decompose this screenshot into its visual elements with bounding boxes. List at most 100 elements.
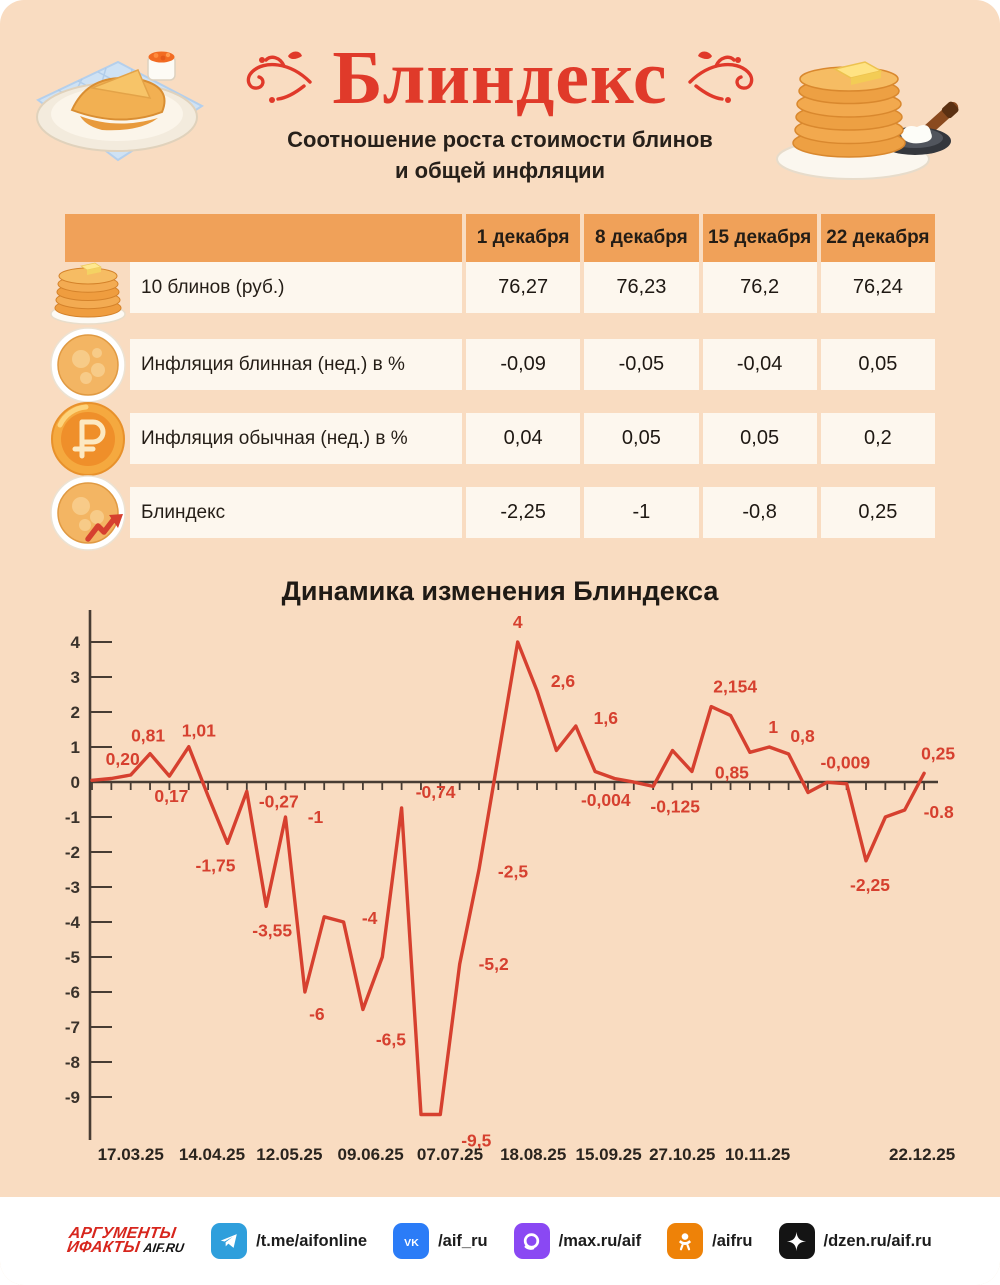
max-icon	[513, 1223, 550, 1259]
column-header: 22 декабря	[820, 214, 935, 262]
chart-point-label: -0,125	[650, 796, 700, 816]
social-link-ok[interactable]: /aifru	[667, 1223, 753, 1259]
cell-value: -0,05	[584, 339, 699, 390]
cell-value: -1	[584, 487, 699, 538]
y-tick-label: -2	[65, 843, 80, 862]
chart-point-label: -6,5	[376, 1030, 406, 1050]
blindex-line	[90, 640, 926, 1117]
chart-point-label: -3,55	[252, 920, 292, 940]
y-tick-label: -3	[65, 878, 80, 897]
chart-point-label: -0,74	[416, 782, 456, 802]
y-tick-label: -4	[65, 913, 81, 932]
x-date-label: 07.07.25	[417, 1145, 483, 1164]
telegram-icon	[211, 1223, 248, 1259]
x-date-label: 17.03.25	[98, 1145, 164, 1164]
table-row: Инфляция блинная (нед.) в % -0,09 -0,05 -0,…	[50, 326, 935, 403]
aif-logo-line2: ИФАКТЫ	[66, 1239, 142, 1256]
page-title: Блиндекс	[332, 36, 668, 120]
chart-point-label: 0,81	[131, 726, 165, 746]
page-subtitle: Соотношение роста стоимости блинов и общ…	[0, 124, 1000, 186]
social-link-vk[interactable]: VK/aif_ru	[393, 1223, 488, 1259]
subtitle-line-2: и общей инфляции	[395, 158, 605, 183]
ok-icon	[667, 1223, 704, 1259]
x-date-label: 15.09.25	[576, 1145, 642, 1164]
x-date-label: 27.10.25	[649, 1145, 715, 1164]
dzen-icon	[778, 1223, 815, 1259]
chart-point-label: -0,004	[581, 790, 631, 810]
chart-point-label: -0,27	[259, 791, 299, 811]
y-tick-label: -7	[65, 1018, 80, 1037]
aif-logo-suffix: AIF.RU	[142, 1241, 186, 1255]
chart-title: Динамика изменения Блиндекса	[281, 576, 719, 607]
cell-value: 76,23	[584, 262, 699, 313]
y-tick-label: 4	[71, 633, 81, 652]
svg-text:VK: VK	[404, 1236, 419, 1248]
cell-value: -0,8	[702, 487, 817, 538]
chart-point-label: -6	[309, 1004, 325, 1024]
social-link-telegram[interactable]: /t.me/aifonline	[211, 1223, 367, 1259]
chart-point-label: 0,8	[790, 726, 815, 746]
chart-point-label: 1,6	[594, 708, 619, 728]
cell-value: 0,05	[820, 339, 935, 390]
cell-value: 0,2	[820, 413, 935, 464]
column-header: 1 декабря	[466, 214, 581, 262]
cell-value: -0,09	[466, 339, 581, 390]
chart-point-label: -4	[362, 908, 378, 928]
y-tick-label: -5	[65, 948, 80, 967]
pancake-icon	[48, 325, 128, 405]
chart-point-label: 2,6	[551, 671, 576, 691]
cell-value: 76,2	[702, 262, 817, 313]
social-link-label: /aif_ru	[438, 1231, 488, 1250]
row-label: Инфляция блинная (нед.) в %	[65, 339, 462, 390]
y-tick-label: -8	[65, 1053, 80, 1072]
social-link-dzen[interactable]: /dzen.ru/aif.ru	[778, 1223, 932, 1259]
x-date-label: 12.05.25	[256, 1145, 322, 1164]
y-tick-label: -1	[65, 808, 80, 827]
cell-value: -2,25	[466, 487, 581, 538]
y-tick-label: 2	[71, 703, 80, 722]
chart-point-label: -2,25	[850, 875, 890, 895]
subtitle-line-1: Соотношение роста стоимости блинов	[287, 127, 713, 152]
cell-value: 0,25	[820, 487, 935, 538]
social-link-label: /aifru	[712, 1231, 753, 1250]
aif-logo: АРГУМЕНТЫ ИФАКТЫ AIF.RU	[66, 1225, 187, 1256]
x-date-label: 09.06.25	[338, 1145, 404, 1164]
row-label: Инфляция обычная (нед.) в %	[65, 413, 462, 464]
row-label: Блиндекс	[65, 487, 462, 538]
table-header-row: 1 декабря 8 декабря 15 декабря 22 декабря	[65, 214, 935, 262]
x-date-label: 14.04.25	[179, 1145, 245, 1164]
social-link-label: /t.me/aifonline	[256, 1231, 368, 1250]
chart-point-label: 0,17	[154, 786, 188, 806]
cell-value: 76,24	[820, 262, 935, 313]
chart-point-label: 0,25	[921, 743, 955, 763]
y-tick-label: 0	[71, 773, 80, 792]
pancake-stack-illustration	[776, 61, 959, 180]
chart-point-label: -0,009	[820, 752, 870, 772]
chart-point-label: 1	[768, 717, 778, 737]
cell-value: -0,04	[702, 339, 817, 390]
row-label: 10 блинов (руб.)	[65, 262, 462, 313]
social-link-label: /max.ru/aif	[558, 1231, 642, 1250]
chart-point-label: -0.8	[924, 802, 954, 822]
comparison-table: 1 декабря 8 декабря 15 декабря 22 декабря 1…	[50, 214, 935, 551]
chart-point-label: -2,5	[498, 862, 528, 882]
column-header: 15 декабря	[702, 214, 817, 262]
cell-value: 0,04	[466, 413, 581, 464]
y-tick-label: 1	[71, 738, 80, 757]
social-link-max[interactable]: /max.ru/aif	[513, 1223, 642, 1259]
flourish-left-icon	[247, 51, 313, 103]
social-link-label: /dzen.ru/aif.ru	[823, 1231, 932, 1250]
chart-point-label: -1	[308, 807, 324, 827]
chart-point-label: 0,20	[106, 749, 140, 769]
footer: АРГУМЕНТЫ ИФАКТЫ AIF.RU /t.me/aifonline …	[0, 1197, 1000, 1285]
y-tick-label: -6	[65, 983, 80, 1002]
chart-point-label: -9,5	[461, 1131, 491, 1151]
social-links: /t.me/aifonline VK/aif_ru /max.ru/aif /a…	[211, 1223, 932, 1259]
chart-point-label: 1,01	[182, 721, 216, 741]
chart-point-label: 0,85	[715, 762, 749, 782]
y-tick-label: 3	[71, 668, 80, 687]
table-header-spacer	[65, 214, 462, 262]
x-date-label: 10.11.25	[725, 1145, 790, 1164]
x-date-label: 18.08.25	[500, 1145, 566, 1164]
